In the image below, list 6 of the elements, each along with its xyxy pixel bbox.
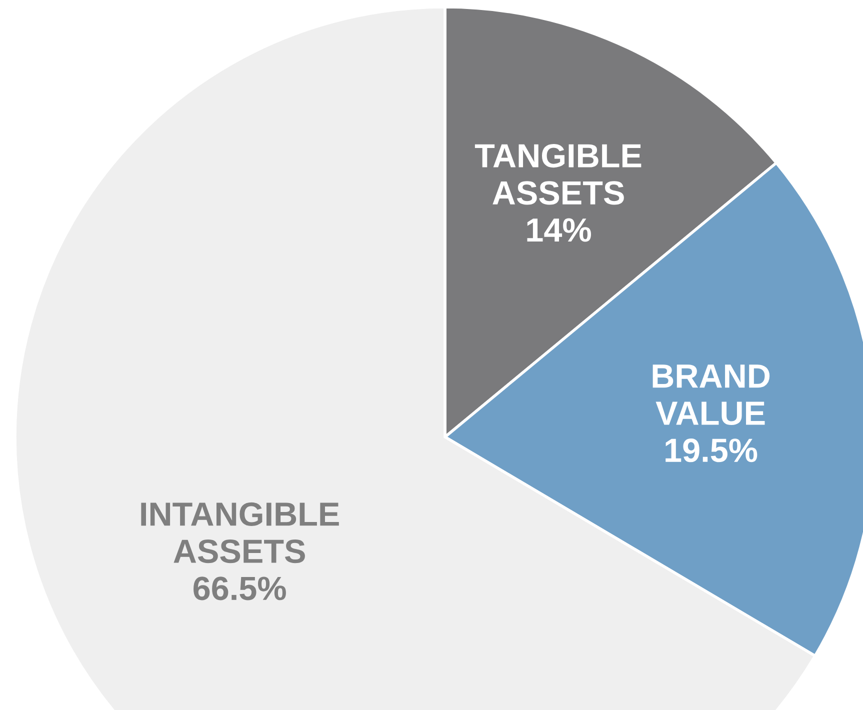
data-label: 66.5%: [194, 576, 286, 600]
slice-label: INTANGIBLE ASSETS: [141, 502, 339, 564]
slice-label: TANGIBLE ASSETS: [474, 144, 642, 205]
data-label: 14%: [527, 218, 591, 242]
data-label: 19.5%: [666, 438, 758, 462]
slice-label: BRAND VALUE: [652, 364, 770, 426]
